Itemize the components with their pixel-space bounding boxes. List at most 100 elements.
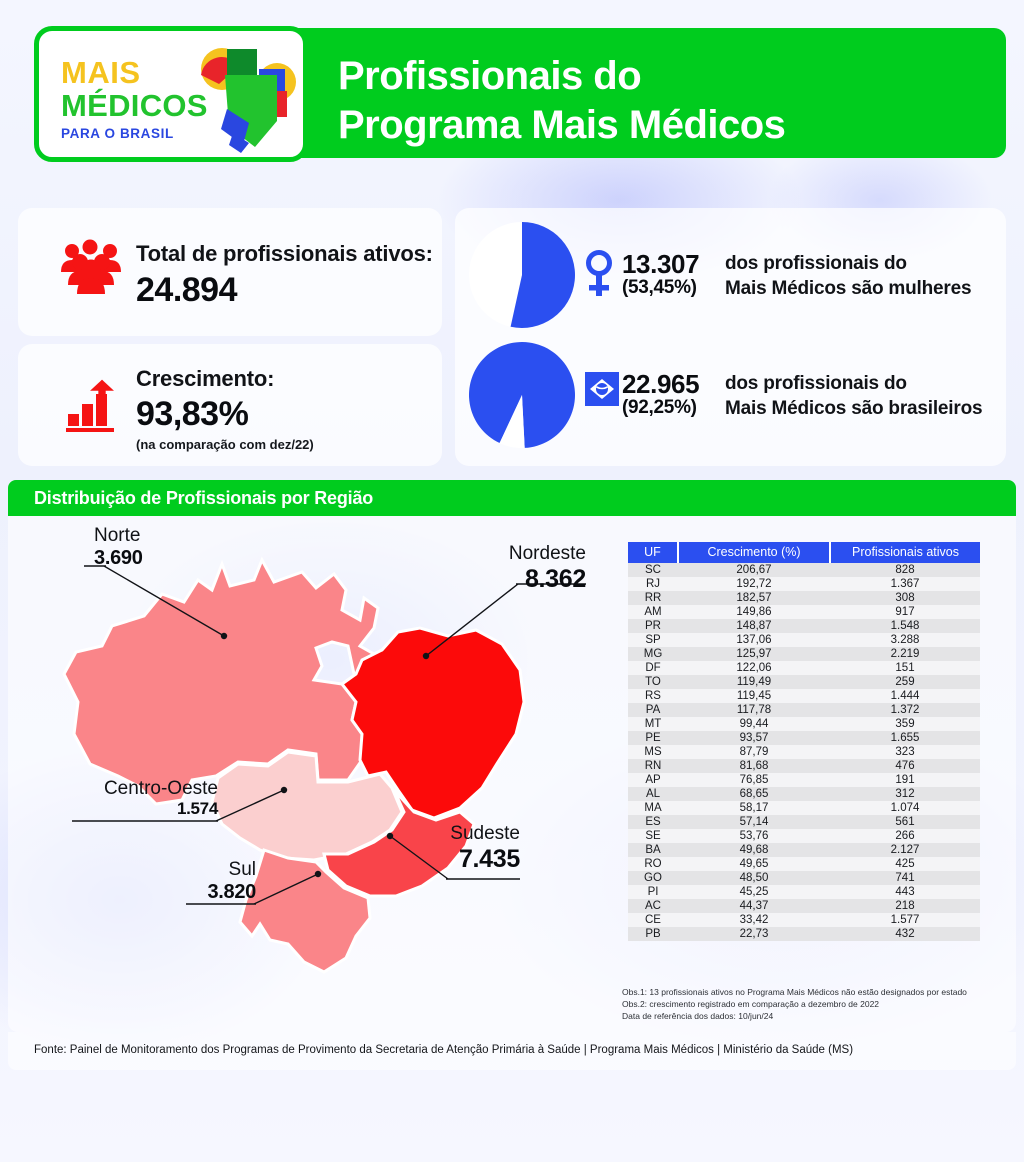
cell-ativos: 359: [895, 718, 915, 730]
card-total-professionals: Total de profissionais ativos: 24.894: [18, 208, 442, 336]
table-row: TO 119,49 259: [628, 675, 980, 689]
cell-crescimento: 192,72: [736, 578, 772, 590]
cell-crescimento: 125,97: [736, 648, 772, 660]
brazil-flag-icon: [585, 372, 619, 411]
cell-ativos: 308: [895, 592, 915, 604]
cell-crescimento: 57,14: [739, 816, 769, 828]
card-growth: Crescimento: 93,83% (na comparação com d…: [18, 344, 442, 466]
cell-uf: AL: [645, 788, 661, 800]
cell-crescimento: 206,67: [736, 564, 772, 576]
table-row: AM 149,86 917: [628, 605, 980, 619]
table-note-1: Obs.1: 13 profissionais ativos no Progra…: [622, 987, 967, 997]
cell-ativos: 3.288: [890, 634, 920, 646]
map-label-sudeste-value: 7.435: [458, 844, 520, 873]
table-row: SP 137,06 3.288: [628, 633, 980, 647]
cell-uf: CE: [645, 914, 661, 926]
cell-crescimento: 68,65: [739, 788, 769, 800]
leader-dot-sudeste: [386, 832, 394, 840]
women-count: 13.307: [622, 249, 700, 279]
map-label-sul-value: 3.820: [207, 880, 256, 903]
map-label-sudeste-name: Sudeste: [450, 823, 520, 844]
table-row: AC 44,37 218: [628, 899, 980, 913]
cell-crescimento: 93,57: [739, 732, 769, 744]
women-description-line-2: Mais Médicos são mulheres: [725, 278, 972, 300]
cell-crescimento: 58,17: [739, 802, 769, 814]
cell-crescimento: 117,78: [736, 704, 772, 716]
cell-uf: AM: [644, 606, 662, 618]
cell-crescimento: 49,65: [739, 858, 769, 870]
cell-ativos: 443: [895, 886, 915, 898]
cell-uf: RN: [644, 760, 662, 772]
cell-crescimento: 44,37: [739, 900, 769, 912]
cell-uf: SE: [645, 830, 661, 842]
cell-ativos: 1.548: [890, 620, 920, 632]
column-header-uf: UF: [628, 542, 679, 563]
brazilian-description: dos profissionais do Mais Médicos são br…: [725, 371, 983, 421]
leader-dot-sul: [314, 870, 322, 878]
cell-uf: RR: [644, 592, 662, 604]
column-header-ativos: Profissionais ativos: [829, 542, 980, 563]
cell-crescimento: 182,57: [736, 592, 772, 604]
page-footer: SECRETARIA DE COMUNICAÇÃO SOCIAL GOVERNO…: [0, 1080, 1024, 1162]
map-label-centro-oeste-value: 1.574: [176, 798, 218, 818]
growth-note: (na comparação com dez/22): [136, 437, 314, 452]
cell-crescimento: 33,42: [739, 914, 769, 926]
cell-ativos: 2.127: [890, 844, 920, 856]
map-label-centro-oeste-name: Centro-Oeste: [103, 778, 218, 799]
cell-ativos: 323: [895, 746, 915, 758]
uf-table: UF Crescimento (%) Profissionais ativos …: [628, 542, 980, 941]
women-description: dos profissionais do Mais Médicos são mu…: [725, 251, 972, 301]
card-demographics: 13.307 (53,45%) dos profissionais do Mai…: [455, 208, 1006, 466]
cell-crescimento: 119,45: [736, 690, 772, 702]
table-row: DF 122,06 151: [628, 661, 980, 675]
cell-ativos: 218: [895, 900, 915, 912]
brazil-region-map: Norte 3.690 Nordeste 8.362 Centro-Oeste …: [16, 524, 616, 1014]
cell-uf: AC: [645, 900, 661, 912]
map-region-sul: [238, 848, 372, 974]
cell-ativos: 266: [895, 830, 915, 842]
table-row: BA 49,68 2.127: [628, 843, 980, 857]
cell-uf: MS: [644, 746, 662, 758]
logo-line-mais: MAIS: [61, 55, 141, 90]
cell-ativos: 432: [895, 928, 915, 940]
cell-uf: MT: [644, 718, 662, 730]
region-section-title: Distribuição de Profissionais por Região: [34, 488, 374, 508]
table-row: MT 99,44 359: [628, 717, 980, 731]
leader-dot-centro-oeste: [280, 786, 288, 794]
cell-ativos: 1.074: [890, 802, 920, 814]
page-title-line-1: Profissionais do: [338, 54, 642, 98]
table-row: MG 125,97 2.219: [628, 647, 980, 661]
cell-uf: PI: [647, 886, 659, 898]
map-label-sul-name: Sul: [228, 859, 256, 880]
table-notes: Obs.1: 13 profissionais ativos no Progra…: [622, 986, 967, 1022]
cell-crescimento: 53,76: [739, 830, 769, 842]
leader-line-sudeste: [389, 835, 449, 880]
cell-ativos: 191: [895, 774, 915, 786]
cell-crescimento: 137,06: [736, 634, 772, 646]
cell-uf: MA: [644, 802, 662, 814]
female-symbol-icon: [585, 248, 613, 305]
brazilian-count: 22.965: [622, 369, 700, 399]
table-row: MS 87,79 323: [628, 745, 980, 759]
leader-dot-norte: [220, 632, 228, 640]
cell-uf: BA: [645, 844, 661, 856]
table-row: RO 49,65 425: [628, 857, 980, 871]
uf-table-container: UF Crescimento (%) Profissionais ativos …: [628, 542, 980, 941]
cell-ativos: 476: [895, 760, 915, 772]
cell-uf: RO: [644, 858, 662, 870]
cell-ativos: 259: [895, 676, 915, 688]
women-percent: (53,45%): [622, 277, 697, 298]
table-row: RS 119,45 1.444: [628, 689, 980, 703]
cell-crescimento: 99,44: [739, 718, 769, 730]
map-label-nordeste-name: Nordeste: [508, 543, 586, 564]
table-row: CE 33,42 1.577: [628, 913, 980, 927]
map-label-sul: Sul 3.820: [166, 860, 256, 904]
table-row: GO 48,50 741: [628, 871, 980, 885]
cell-uf: MG: [643, 648, 663, 660]
page-title-line-2: Programa Mais Médicos: [338, 102, 786, 147]
cell-crescimento: 48,50: [739, 872, 769, 884]
total-professionals-label: Total de profissionais ativos:: [136, 241, 433, 266]
table-note-3: Data de referência dos dados: 10/jun/24: [622, 1011, 774, 1022]
cell-crescimento: 119,49: [736, 676, 772, 688]
